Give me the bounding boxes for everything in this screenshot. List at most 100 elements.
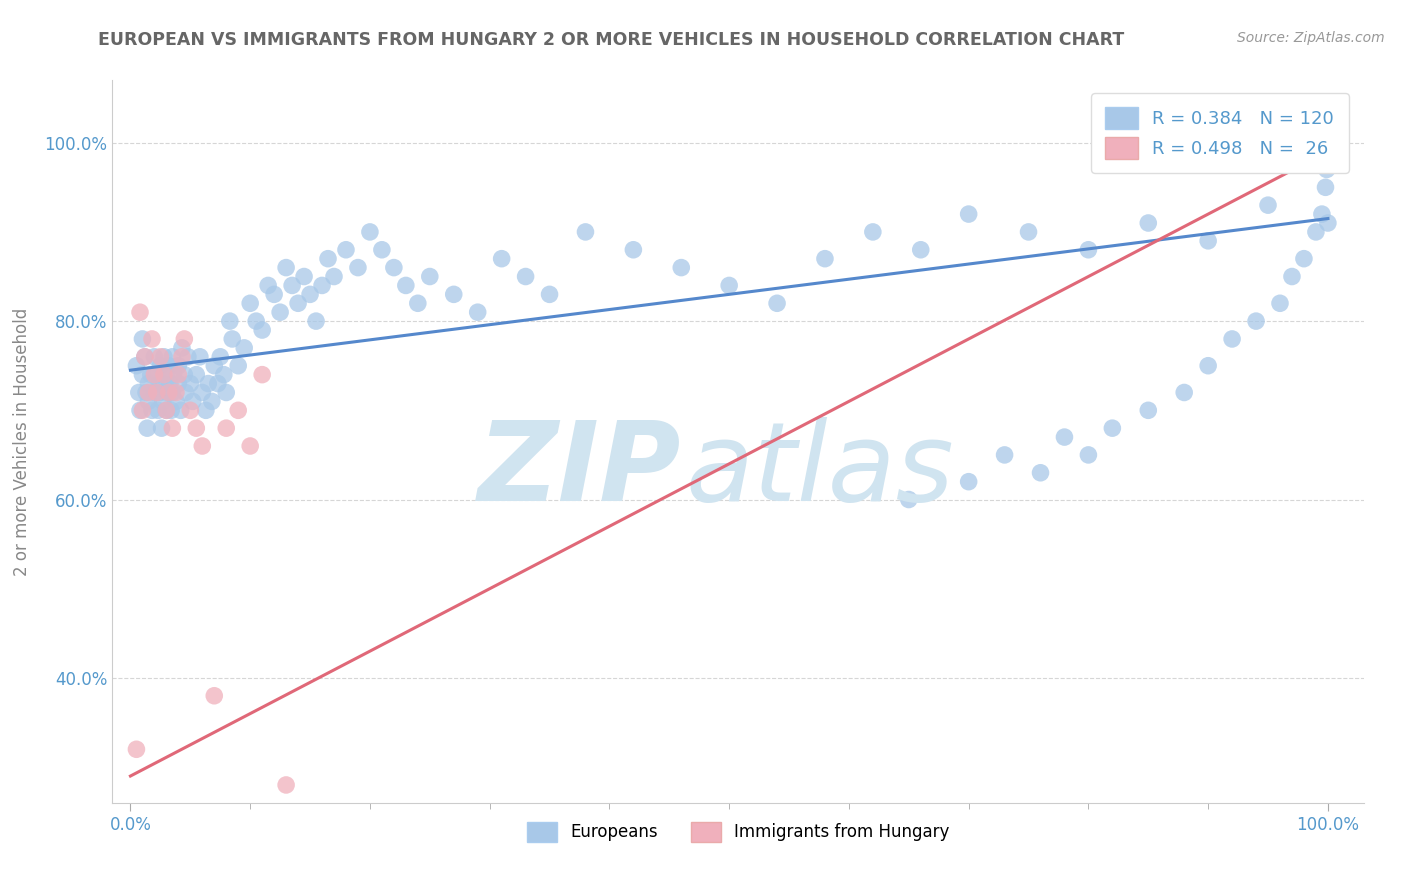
Point (250, 323, 273, 337)
Point (131, 403, 153, 417)
Point (129, 403, 152, 417)
Point (993, 448, 1015, 462)
Point (1315, 180, 1337, 194)
Point (201, 394, 224, 409)
Point (1197, 359, 1219, 373)
Point (159, 376, 181, 391)
Point (194, 403, 217, 417)
Point (215, 385, 238, 400)
Point (371, 243, 394, 257)
Point (155, 368, 177, 382)
Point (1137, 403, 1160, 417)
Point (139, 368, 162, 382)
Point (125, 742, 148, 756)
Point (156, 385, 179, 400)
Point (149, 359, 172, 373)
Point (1305, 225, 1327, 239)
Point (467, 305, 489, 319)
Point (209, 350, 232, 364)
Point (143, 368, 166, 382)
Point (146, 403, 169, 417)
Point (1310, 207, 1333, 221)
Point (395, 278, 418, 293)
Point (150, 421, 173, 435)
Point (1268, 296, 1291, 310)
Point (671, 260, 693, 275)
Point (165, 385, 187, 400)
Point (274, 778, 297, 792)
Point (146, 385, 169, 400)
Point (305, 314, 328, 328)
Point (335, 243, 357, 257)
Point (179, 376, 201, 391)
Point (141, 403, 163, 417)
Point (162, 421, 184, 435)
Point (138, 385, 160, 400)
Point (212, 368, 235, 382)
Point (218, 314, 240, 328)
Point (1316, 162, 1339, 177)
Point (245, 314, 267, 328)
Point (131, 332, 153, 346)
Point (202, 359, 225, 373)
Point (287, 296, 309, 310)
Point (1257, 198, 1279, 212)
Point (131, 368, 153, 382)
Text: ZIP: ZIP (478, 417, 682, 524)
Point (1197, 234, 1219, 248)
Point (382, 260, 405, 275)
Point (174, 385, 197, 400)
Point (173, 368, 195, 382)
Point (718, 278, 741, 293)
Point (157, 385, 180, 400)
Y-axis label: 2 or more Vehicles in Household: 2 or more Vehicles in Household (13, 308, 31, 575)
Point (149, 350, 172, 364)
Point (162, 385, 184, 400)
Point (1053, 430, 1076, 444)
Point (186, 421, 208, 435)
Point (191, 385, 214, 400)
Point (323, 269, 346, 284)
Point (170, 350, 193, 364)
Point (162, 368, 184, 382)
Point (443, 287, 465, 301)
Point (136, 421, 159, 435)
Point (207, 376, 229, 391)
Point (191, 439, 214, 453)
Point (153, 368, 176, 382)
Point (269, 305, 291, 319)
Point (1316, 136, 1339, 150)
Point (957, 207, 980, 221)
Point (170, 341, 193, 355)
Point (167, 368, 190, 382)
Point (766, 296, 789, 310)
Point (129, 305, 152, 319)
Point (138, 376, 160, 391)
Point (281, 278, 304, 293)
Point (814, 252, 837, 266)
Point (1220, 332, 1243, 346)
Point (162, 350, 184, 364)
Point (538, 287, 561, 301)
Point (359, 225, 381, 239)
Point (1137, 216, 1160, 230)
Point (173, 332, 195, 346)
Point (292, 269, 315, 284)
Point (226, 359, 249, 373)
Point (134, 350, 156, 364)
Point (197, 376, 219, 391)
Legend: Europeans, Immigrants from Hungary: Europeans, Immigrants from Hungary (520, 815, 956, 848)
Point (135, 385, 157, 400)
Point (146, 368, 169, 382)
Point (233, 341, 256, 355)
Point (1244, 314, 1267, 328)
Point (128, 385, 150, 400)
Point (515, 269, 537, 284)
Point (257, 278, 280, 293)
Point (202, 689, 225, 703)
Point (1077, 448, 1099, 462)
Point (170, 403, 193, 417)
Point (141, 332, 163, 346)
Point (167, 376, 190, 391)
Point (1292, 252, 1315, 266)
